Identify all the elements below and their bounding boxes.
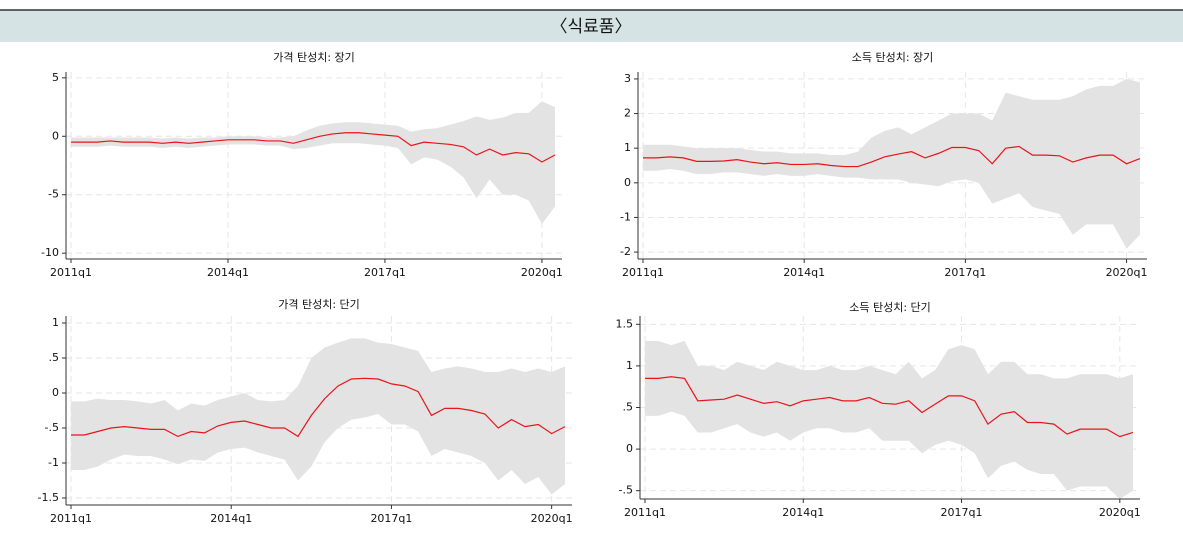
x-tick-label: 2020q1	[1099, 506, 1141, 519]
confidence-band	[643, 78, 1140, 249]
x-tick-label: 2017q1	[370, 512, 412, 525]
y-tick-label: 1	[626, 359, 633, 372]
y-tick-label: -1.5	[38, 491, 59, 504]
header-title: 〈식료품〉	[551, 17, 632, 37]
y-tick-label: 0	[52, 129, 59, 142]
x-tick-label: 2011q1	[50, 512, 92, 525]
y-tick-label: 2	[624, 107, 631, 120]
y-tick-label: -.5	[45, 421, 59, 434]
estimate-line	[643, 145, 1141, 168]
x-tick-label: 2014q1	[782, 506, 824, 519]
y-tick-label: .5	[49, 351, 60, 364]
x-tick-label: 2017q1	[944, 266, 986, 279]
x-tick-label: 2014q1	[210, 512, 252, 525]
chart-title: 가격 탄성치: 단기	[278, 298, 360, 311]
estimate-line	[71, 132, 556, 163]
confidence-band	[71, 101, 555, 224]
y-tick-label: -10	[41, 246, 59, 259]
y-tick-label: .5	[623, 401, 634, 414]
confidence-band	[645, 340, 1133, 499]
x-tick-label: 2017q1	[364, 266, 406, 279]
estimate-line	[71, 377, 566, 438]
y-tick-label: 0	[626, 442, 633, 455]
chart-title: 소득 탄성치: 장기	[852, 51, 934, 64]
x-tick-label: 2011q1	[624, 506, 666, 519]
x-tick-label: 2011q1	[50, 266, 92, 279]
y-tick-label: 1.5	[616, 317, 634, 330]
y-tick-label: -1	[48, 456, 59, 469]
x-tick-label: 2011q1	[622, 266, 664, 279]
y-tick-label: -1	[620, 210, 631, 223]
confidence-band	[71, 338, 565, 495]
y-tick-label: 3	[624, 72, 631, 85]
y-tick-label: -.5	[619, 484, 633, 497]
estimate-line	[645, 376, 1134, 438]
y-tick-label: -2	[620, 245, 631, 258]
y-tick-label: 5	[52, 71, 59, 84]
y-tick-label: 0	[624, 176, 631, 189]
x-tick-label: 2020q1	[531, 512, 573, 525]
chart-title: 소득 탄성치: 단기	[849, 301, 931, 314]
x-tick-label: 2014q1	[207, 266, 249, 279]
x-tick-label: 2020q1	[1106, 266, 1148, 279]
y-tick-label: 1	[624, 141, 631, 154]
x-tick-label: 2020q1	[521, 266, 563, 279]
y-tick-label: 0	[52, 386, 59, 399]
y-tick-label: 1	[52, 316, 59, 329]
x-tick-label: 2014q1	[783, 266, 825, 279]
chart-title: 가격 탄성치: 장기	[273, 51, 355, 64]
header-bar	[0, 10, 1183, 42]
x-tick-label: 2017q1	[941, 506, 983, 519]
y-tick-label: -5	[48, 188, 59, 201]
